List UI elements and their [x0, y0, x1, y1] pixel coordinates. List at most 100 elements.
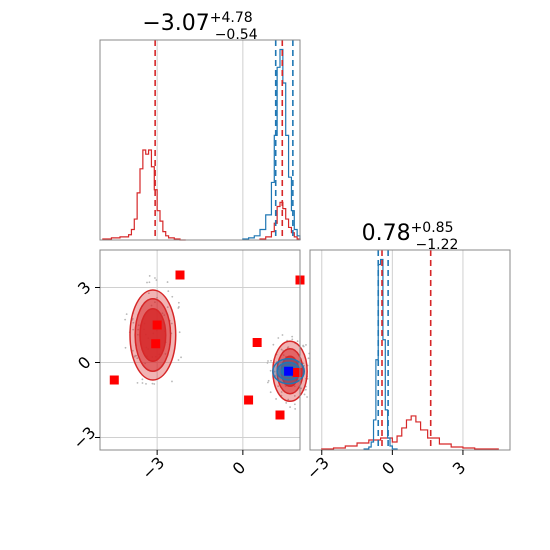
joint-scatter-point	[280, 348, 283, 351]
joint-scatter-point	[281, 334, 284, 336]
joint-scatter-point	[269, 369, 272, 372]
joint-scatter-point	[171, 295, 174, 298]
joint-scatter-point	[132, 328, 135, 331]
joint-scatter-point	[177, 359, 180, 361]
joint-scatter-point	[141, 378, 144, 381]
joint-scatter-point	[303, 393, 306, 396]
joint-scatter-point	[131, 349, 134, 352]
joint-scatter-point	[289, 406, 291, 408]
marginal-x-title-main: −3.07	[142, 11, 209, 36]
joint-scatter-point	[287, 398, 290, 401]
marginal-x-title: −3.07+4.78 −0.54	[142, 10, 257, 43]
joint-scatter-point	[280, 391, 283, 393]
joint-scatter-point	[291, 338, 294, 341]
joint-scatter-point	[141, 382, 144, 384]
joint-scatter-point	[267, 379, 270, 382]
joint-scatter-point	[148, 281, 151, 284]
marginal-y-panel: 0.78+0.85 −1.22 −3 0 3	[303, 220, 511, 483]
marginal-x-hist-series-0	[102, 149, 186, 241]
joint-scatter-point	[293, 403, 296, 406]
joint-scatter-point	[270, 359, 272, 362]
marginal-y-title-sub: −1.22	[415, 237, 458, 253]
joint-scatter-point	[277, 337, 280, 339]
marginal-y-hist-series-1	[363, 258, 398, 450]
joint-red-marker	[152, 320, 162, 330]
joint-red-marker	[175, 270, 185, 280]
joint-scatter-point	[148, 275, 151, 277]
marginal-y-frame	[309, 249, 511, 451]
joint-scatter-point	[296, 340, 299, 343]
joint-scatter-point	[153, 383, 156, 385]
marginal-x-title-sup: +4.78	[210, 10, 253, 26]
joint-scatter-point	[272, 343, 275, 346]
joint-scatter-point	[124, 346, 127, 349]
joint-scatter-point	[132, 321, 135, 324]
joint-scatter-point	[156, 296, 158, 299]
joint-red-marker	[244, 395, 254, 405]
joint-scatter-point	[178, 306, 180, 308]
joint-scatter-point	[294, 408, 297, 410]
joint-scatter-point	[286, 346, 289, 349]
joint-scatter-point	[146, 281, 148, 284]
joint-scatter-point	[277, 385, 280, 388]
joint-scatter-point	[151, 382, 154, 385]
marginal-y-hist-series-0	[321, 415, 499, 450]
joint-frame	[99, 249, 301, 451]
marginal-x-hist-series-2	[242, 48, 301, 240]
joint-scatter-point	[307, 357, 310, 360]
joint-scatter-point	[180, 356, 182, 359]
joint-scatter-point	[266, 381, 269, 384]
marginal-y-title-main: 0.78	[362, 221, 411, 246]
joint-scatter-point	[136, 357, 139, 360]
joint-red-marker	[151, 339, 161, 349]
joint-scatter-point	[267, 360, 269, 362]
joint-scatter-point	[133, 355, 136, 358]
joint-xtick-label: −3	[138, 453, 168, 483]
marginal-x-frame	[99, 39, 301, 241]
joint-scatter-point	[166, 281, 169, 283]
joint-scatter-point	[167, 290, 170, 292]
marginal-y-xtick-label: −3	[303, 453, 333, 483]
joint-scatter-point	[266, 362, 269, 364]
marginal-y-title: 0.78+0.85 −1.22	[362, 220, 459, 253]
joint-scatter-point	[269, 391, 272, 394]
joint-scatter-point	[302, 345, 305, 348]
joint-blue-marker	[284, 366, 294, 376]
joint-ytick-label: −3	[69, 423, 99, 453]
joint-scatter-point	[304, 388, 307, 391]
joint-red-marker	[109, 375, 119, 385]
joint-scatter-point	[170, 322, 173, 325]
joint-scatter-point	[285, 402, 288, 404]
joint-red-marker	[252, 338, 262, 347]
marginal-y-xtick-label: 0	[378, 458, 399, 479]
joint-scatter-point	[293, 394, 296, 397]
joint-scatter-point	[155, 279, 158, 281]
joint-scatter-point	[166, 306, 169, 309]
joint-red-marker	[292, 368, 302, 377]
joint-scatter-point	[300, 387, 303, 390]
joint-scatter-point	[124, 318, 127, 321]
joint-scatter-point	[305, 344, 307, 346]
joint-scatter-point	[171, 380, 173, 383]
joint-scatter-point	[273, 370, 276, 373]
joint-scatter-point	[147, 292, 150, 295]
joint-red-marker	[275, 410, 285, 420]
marginal-x-panel: −3.07+4.78 −0.54	[99, 10, 301, 241]
joint-scatter-point	[275, 398, 277, 400]
joint-scatter-point	[306, 396, 308, 398]
marginal-x-title-sub: −0.54	[215, 27, 258, 43]
joint-scatter-point	[178, 331, 181, 334]
marginal-y-xtick-label: 3	[449, 458, 470, 479]
joint-xtick-label: 0	[229, 458, 250, 479]
joint-ytick-label: 0	[74, 353, 95, 374]
joint-panel: −3 0 −3 0 3	[69, 249, 311, 483]
joint-scatter-point	[145, 383, 147, 385]
joint-ytick-label: 3	[74, 278, 95, 299]
joint-scatter-point	[154, 277, 156, 279]
joint-contour-0-level-2	[139, 308, 167, 362]
joint-scatter-point	[125, 313, 128, 316]
joint-scatter-point	[177, 301, 180, 304]
joint-scatter-point	[291, 335, 294, 338]
marginal-y-title-sup: +0.85	[411, 220, 454, 236]
